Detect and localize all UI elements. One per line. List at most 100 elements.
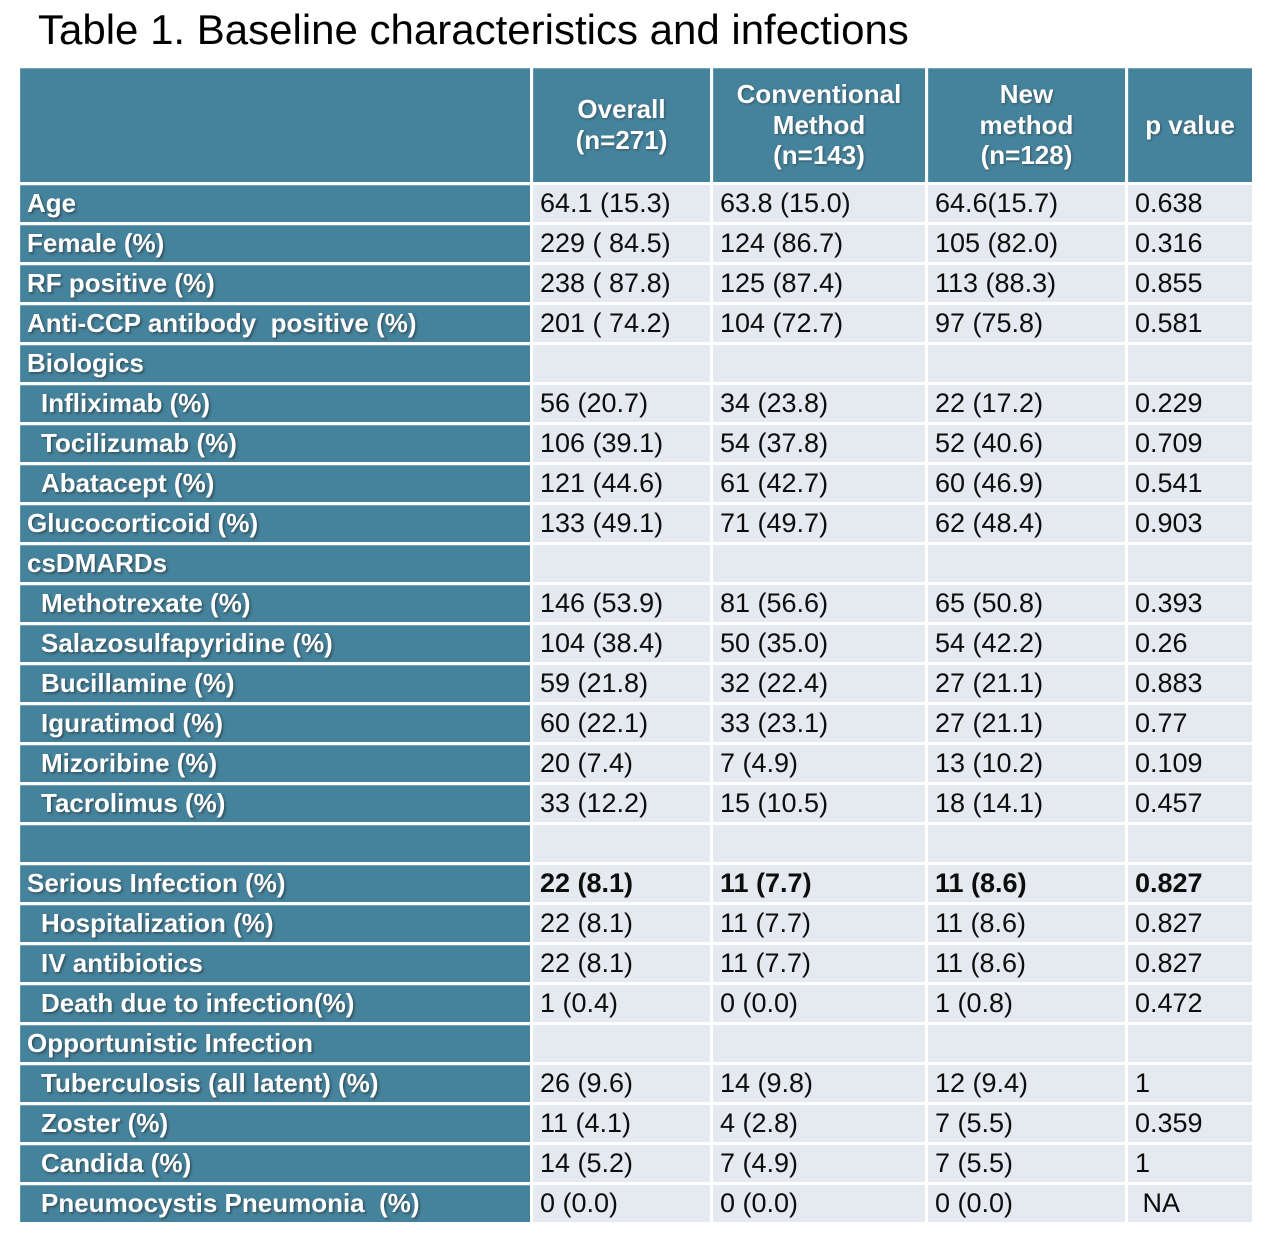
- data-cell: 59 (21.8): [533, 665, 710, 702]
- data-cell: 71 (49.7): [713, 505, 925, 542]
- data-cell: 22 (17.2): [928, 385, 1125, 422]
- data-cell: 22 (8.1): [533, 945, 710, 982]
- data-cell: 0.359: [1128, 1105, 1252, 1142]
- data-cell: 61 (42.7): [713, 465, 925, 502]
- data-cell: 54 (42.2): [928, 625, 1125, 662]
- data-cell: 0.316: [1128, 225, 1252, 262]
- row-label: Salazosulfapyridine (%): [20, 625, 530, 662]
- header-cell-p-value: p value: [1128, 68, 1252, 182]
- data-cell: 0.709: [1128, 425, 1252, 462]
- baseline-characteristics-table: Overall (n=271) Conventional Method (n=1…: [20, 68, 1252, 1222]
- data-cell: 0.638: [1128, 185, 1252, 222]
- data-cell: 0.393: [1128, 585, 1252, 622]
- data-cell: [713, 1025, 925, 1062]
- data-cell: 34 (23.8): [713, 385, 925, 422]
- data-cell: [713, 345, 925, 382]
- row-label: Glucocorticoid (%): [20, 505, 530, 542]
- data-cell: [533, 545, 710, 582]
- data-cell: 65 (50.8): [928, 585, 1125, 622]
- data-cell: 0.827: [1128, 905, 1252, 942]
- row-label: Candida (%): [20, 1145, 530, 1182]
- data-cell: 105 (82.0): [928, 225, 1125, 262]
- data-cell: 60 (46.9): [928, 465, 1125, 502]
- data-cell: 201 ( 74.2): [533, 305, 710, 342]
- row-label: csDMARDs: [20, 545, 530, 582]
- data-cell: 146 (53.9): [533, 585, 710, 622]
- data-cell: 18 (14.1): [928, 785, 1125, 822]
- row-label: Iguratimod (%): [20, 705, 530, 742]
- row-label: Methotrexate (%): [20, 585, 530, 622]
- data-cell: 0 (0.0): [928, 1185, 1125, 1222]
- data-cell: 121 (44.6): [533, 465, 710, 502]
- data-cell: 11 (8.6): [928, 865, 1125, 902]
- data-cell: 0 (0.0): [533, 1185, 710, 1222]
- data-cell: 52 (40.6): [928, 425, 1125, 462]
- data-cell: NA: [1128, 1185, 1252, 1222]
- data-cell: 50 (35.0): [713, 625, 925, 662]
- data-cell: 27 (21.1): [928, 705, 1125, 742]
- row-label: Bucillamine (%): [20, 665, 530, 702]
- data-cell: 15 (10.5): [713, 785, 925, 822]
- data-cell: 22 (8.1): [533, 905, 710, 942]
- data-cell: 0 (0.0): [713, 985, 925, 1022]
- data-cell: 54 (37.8): [713, 425, 925, 462]
- data-cell: 11 (7.7): [713, 945, 925, 982]
- data-cell: 0 (0.0): [713, 1185, 925, 1222]
- data-cell: 4 (2.8): [713, 1105, 925, 1142]
- data-cell: 0.472: [1128, 985, 1252, 1022]
- data-cell: [713, 825, 925, 862]
- data-cell: 11 (8.6): [928, 905, 1125, 942]
- row-label: Opportunistic Infection: [20, 1025, 530, 1062]
- data-cell: 14 (9.8): [713, 1065, 925, 1102]
- data-cell: 1: [1128, 1145, 1252, 1182]
- row-label: Pneumocystis Pneumonia (%): [20, 1185, 530, 1222]
- data-cell: 0.581: [1128, 305, 1252, 342]
- data-cell: 97 (75.8): [928, 305, 1125, 342]
- data-cell: 56 (20.7): [533, 385, 710, 422]
- data-cell: [713, 545, 925, 582]
- data-cell: 11 (7.7): [713, 865, 925, 902]
- data-cell: 0.541: [1128, 465, 1252, 502]
- row-label: Hospitalization (%): [20, 905, 530, 942]
- data-cell: 11 (4.1): [533, 1105, 710, 1142]
- data-cell: 125 (87.4): [713, 265, 925, 302]
- data-cell: 0.229: [1128, 385, 1252, 422]
- data-cell: 33 (23.1): [713, 705, 925, 742]
- row-label: Anti-CCP antibody positive (%): [20, 305, 530, 342]
- data-cell: [928, 825, 1125, 862]
- data-cell: 13 (10.2): [928, 745, 1125, 782]
- data-cell: 133 (49.1): [533, 505, 710, 542]
- data-cell: 81 (56.6): [713, 585, 925, 622]
- data-cell: [1128, 1025, 1252, 1062]
- data-cell: 0.903: [1128, 505, 1252, 542]
- data-cell: 1: [1128, 1065, 1252, 1102]
- data-cell: [928, 1025, 1125, 1062]
- data-cell: 0.26: [1128, 625, 1252, 662]
- data-cell: 0.77: [1128, 705, 1252, 742]
- data-cell: 62 (48.4): [928, 505, 1125, 542]
- data-cell: 11 (8.6): [928, 945, 1125, 982]
- data-cell: [1128, 545, 1252, 582]
- row-label: Tocilizumab (%): [20, 425, 530, 462]
- data-cell: 0.883: [1128, 665, 1252, 702]
- data-cell: 63.8 (15.0): [713, 185, 925, 222]
- data-cell: 104 (38.4): [533, 625, 710, 662]
- data-cell: [533, 1025, 710, 1062]
- data-cell: [533, 825, 710, 862]
- data-cell: 33 (12.2): [533, 785, 710, 822]
- row-label: RF positive (%): [20, 265, 530, 302]
- data-cell: 7 (4.9): [713, 1145, 925, 1182]
- data-cell: [928, 345, 1125, 382]
- data-cell: 22 (8.1): [533, 865, 710, 902]
- spacer-row-label: [20, 825, 530, 862]
- page-title: Table 1. Baseline characteristics and in…: [38, 6, 909, 53]
- data-cell: 229 ( 84.5): [533, 225, 710, 262]
- row-label: IV antibiotics: [20, 945, 530, 982]
- data-cell: 0.827: [1128, 865, 1252, 902]
- row-label: Infliximab (%): [20, 385, 530, 422]
- header-cell-conventional-method: Conventional Method (n=143): [713, 68, 925, 182]
- data-cell: 0.855: [1128, 265, 1252, 302]
- row-label: Tuberculosis (all latent) (%): [20, 1065, 530, 1102]
- data-cell: 27 (21.1): [928, 665, 1125, 702]
- row-label: Age: [20, 185, 530, 222]
